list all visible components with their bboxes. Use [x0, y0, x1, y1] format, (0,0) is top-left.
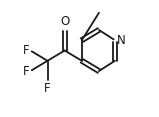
Text: F: F	[23, 44, 29, 57]
Text: F: F	[44, 82, 51, 95]
Text: N: N	[117, 34, 126, 47]
Text: F: F	[23, 65, 29, 78]
Text: O: O	[60, 15, 69, 28]
